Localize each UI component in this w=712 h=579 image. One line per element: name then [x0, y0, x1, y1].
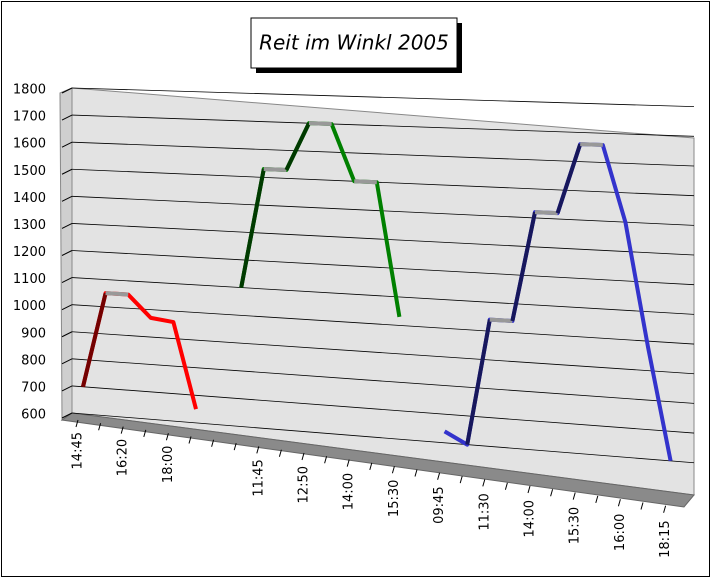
y-tick: [61, 385, 73, 392]
ribbon-shade: [354, 179, 377, 185]
x-tick-label: 14:45: [71, 432, 86, 469]
x-tick: [165, 433, 169, 441]
x-tick: [211, 439, 215, 447]
ribbon-shade: [489, 317, 513, 323]
y-tick-label: 1200: [13, 245, 46, 260]
title-box: [250, 17, 458, 69]
y-tick-label: 1100: [13, 272, 46, 287]
grid-line: [71, 304, 695, 345]
x-tick: [504, 482, 508, 490]
x-tick: [414, 469, 418, 477]
y-tick: [61, 412, 73, 419]
x-tick: [120, 426, 124, 434]
y-tick-label: 1700: [13, 110, 46, 125]
ribbon-shade: [105, 291, 129, 297]
x-tick: [346, 459, 350, 467]
y-tick: [61, 114, 73, 121]
y-tick: [61, 250, 73, 256]
x-tick-label: 16:20: [116, 439, 131, 476]
y-tick: [61, 304, 73, 311]
x-tick: [617, 499, 621, 507]
ribbon-shade: [81, 292, 108, 388]
y-tick-label: 1500: [13, 164, 46, 179]
ribbon-shade: [510, 211, 537, 322]
y-tick-label: 700: [21, 380, 46, 395]
x-tick: [233, 442, 237, 451]
x-tick-label: 09:45: [432, 486, 447, 523]
grid-line: [71, 114, 695, 137]
x-tick: [188, 436, 192, 444]
y-tick-label: 1000: [13, 299, 46, 314]
floor: [60, 412, 695, 508]
x-tick: [143, 429, 147, 438]
x-tick-label: 14:00: [342, 473, 357, 510]
grid-line: [71, 87, 695, 108]
x-tick-label: 18:15: [658, 520, 673, 557]
x-tick: [482, 479, 486, 487]
x-tick-label: 11:30: [477, 493, 492, 530]
ribbon-shade: [580, 142, 603, 147]
x-tick: [391, 466, 395, 474]
y-tick-label: 1600: [13, 137, 46, 152]
grid-line: [71, 358, 695, 404]
y-tick: [61, 358, 73, 365]
x-tick-label: 12:50: [297, 466, 312, 503]
y-tick-label: 1400: [13, 191, 46, 206]
x-tick: [98, 423, 102, 431]
y-tick: [61, 168, 73, 175]
x-tick: [640, 502, 644, 510]
chart-title: Reit im Winkl 2005: [259, 31, 449, 55]
x-tick-label: 18:00: [161, 446, 176, 483]
x-tick: [572, 492, 576, 500]
x-tick: [437, 472, 441, 480]
ribbon-shade: [465, 319, 492, 445]
ribbon-shade: [239, 168, 266, 288]
x-tick: [278, 449, 282, 457]
x-tick-label: 11:45: [251, 459, 266, 496]
ribbon-shade: [534, 210, 558, 216]
x-tick: [595, 495, 599, 504]
x-tick: [256, 446, 260, 454]
x-tick-label: 14:00: [523, 500, 538, 537]
ribbon-shade: [284, 122, 311, 171]
y-tick-label: 800: [21, 353, 46, 368]
x-tick: [663, 505, 667, 513]
x-tick: [369, 462, 373, 471]
x-tick: [324, 456, 328, 464]
x-tick: [301, 452, 305, 461]
grid-line: [71, 385, 695, 434]
y-tick-label: 1800: [13, 83, 46, 98]
grid-line: [71, 277, 695, 315]
y-tick: [61, 222, 73, 229]
grid-line: [71, 223, 695, 256]
x-tick: [527, 485, 531, 494]
grid-line: [71, 412, 695, 464]
ribbon-shade: [308, 121, 332, 126]
y-tick: [61, 331, 73, 338]
y-tick: [61, 277, 73, 284]
x-tick-label: 16:00: [613, 514, 628, 551]
x-tick: [459, 475, 463, 484]
x-tick-label: 15:30: [387, 480, 402, 517]
x-tick: [550, 489, 554, 497]
y-tick: [61, 87, 73, 94]
x-tick-label: 15:30: [568, 507, 583, 544]
grid-line: [71, 168, 695, 197]
x-tick: [75, 419, 79, 428]
ribbon-shade: [555, 143, 583, 214]
y-tick-label: 600: [21, 408, 46, 423]
y-tick: [61, 141, 73, 148]
grid-line: [71, 141, 695, 167]
ribbon-shade: [263, 167, 287, 172]
grid-line: [71, 250, 695, 286]
y-tick-label: 1300: [13, 218, 46, 233]
y-tick-label: 900: [21, 326, 46, 341]
y-tick: [61, 195, 73, 202]
